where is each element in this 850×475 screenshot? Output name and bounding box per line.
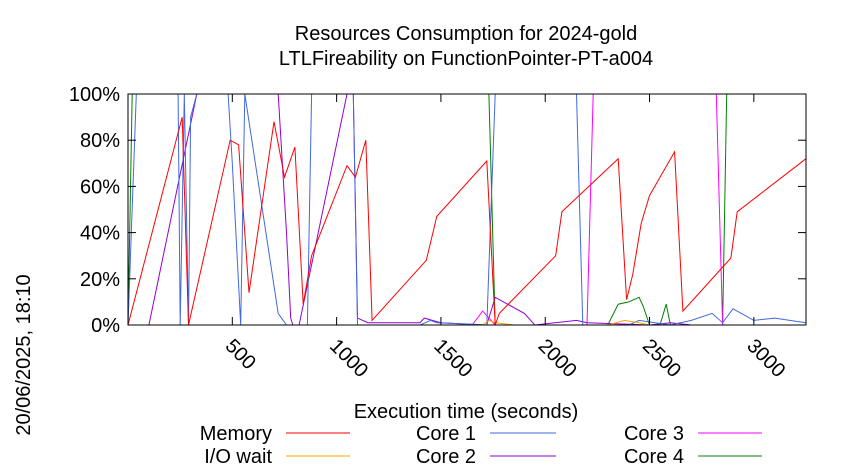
- chart-subtitle: LTLFireability on FunctionPointer-PT-a00…: [279, 48, 653, 70]
- x-tick-label: 2500: [638, 335, 685, 382]
- plot-area: [127, 93, 807, 326]
- y-tick-label: 80%: [80, 130, 120, 152]
- x-tick-label: 500: [221, 335, 260, 374]
- legend-label-core-3: Core 3: [624, 423, 684, 445]
- plot-frame: [127, 93, 807, 326]
- legend-label-core-2: Core 2: [416, 446, 476, 468]
- x-tick-label: 1000: [325, 335, 372, 382]
- legend-label-memory: Memory: [200, 423, 272, 445]
- x-tick-label: 2000: [534, 335, 581, 382]
- x-axis-label: Execution time (seconds): [354, 401, 579, 423]
- y-tick-label: 20%: [80, 269, 120, 291]
- legend-label-core-4: Core 4: [624, 446, 684, 468]
- y-tick-label: 0%: [91, 315, 120, 337]
- y-tick-label: 60%: [80, 176, 120, 198]
- chart-title: Resources Consumption for 2024-gold: [295, 23, 637, 45]
- x-tick-label: 3000: [742, 335, 789, 382]
- legend-label-core-1: Core 1: [416, 423, 476, 445]
- series-line-core-3: [128, 93, 806, 326]
- timestamp-label: 20/06/2025, 18:10: [13, 274, 35, 435]
- y-axis: 0% 20% 40% 60% 80% 100%: [69, 84, 806, 337]
- x-axis: 500 1000 1500 2000 2500 3000: [221, 94, 789, 382]
- legend-label-i-o-wait: I/O wait: [204, 446, 272, 468]
- y-tick-label: 100%: [69, 84, 120, 106]
- y-tick-label: 40%: [80, 223, 120, 245]
- x-tick-label: 1500: [429, 335, 476, 382]
- series-line-core-1: [127, 93, 807, 326]
- series-line-memory: [127, 116, 807, 326]
